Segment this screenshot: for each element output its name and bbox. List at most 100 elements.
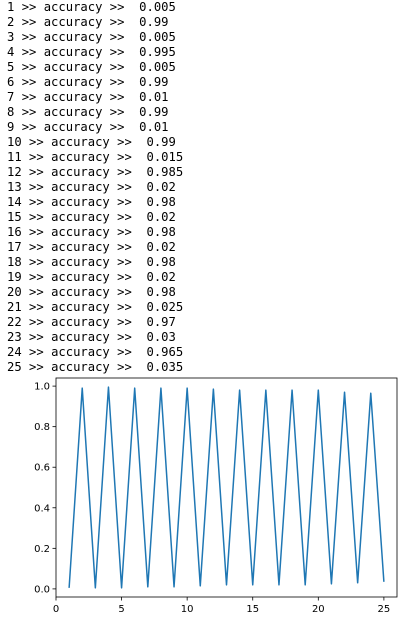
separator: >> xyxy=(110,90,125,104)
epoch-number: 8 xyxy=(7,105,14,119)
output-line: 19 >> accuracy >> 0.02 xyxy=(7,270,183,285)
output-line: 21 >> accuracy >> 0.025 xyxy=(7,300,183,315)
separator: >> xyxy=(22,75,37,89)
accuracy-value: 0.02 xyxy=(146,240,175,254)
output-line: 14 >> accuracy >> 0.98 xyxy=(7,195,183,210)
output-line: 6 >> accuracy >> 0.99 xyxy=(7,75,183,90)
separator: >> xyxy=(110,15,125,29)
separator: >> xyxy=(117,165,132,179)
separator: >> xyxy=(117,255,132,269)
output-line: 3 >> accuracy >> 0.005 xyxy=(7,30,183,45)
accuracy-value: 0.98 xyxy=(146,225,175,239)
accuracy-value: 0.005 xyxy=(139,60,176,74)
accuracy-value: 0.99 xyxy=(139,15,168,29)
epoch-number: 16 xyxy=(7,225,22,239)
epoch-number: 1 xyxy=(7,0,14,14)
accuracy-value: 0.025 xyxy=(146,300,183,314)
metric-label: accuracy xyxy=(51,180,110,194)
separator: >> xyxy=(22,60,37,74)
output-line: 10 >> accuracy >> 0.99 xyxy=(7,135,183,150)
accuracy-value: 0.98 xyxy=(146,255,175,269)
output-line: 23 >> accuracy >> 0.03 xyxy=(7,330,183,345)
epoch-number: 12 xyxy=(7,165,22,179)
separator: >> xyxy=(29,225,44,239)
separator: >> xyxy=(110,60,125,74)
output-line: 7 >> accuracy >> 0.01 xyxy=(7,90,183,105)
output-line: 11 >> accuracy >> 0.015 xyxy=(7,150,183,165)
epoch-number: 4 xyxy=(7,45,14,59)
separator: >> xyxy=(117,210,132,224)
separator: >> xyxy=(110,30,125,44)
metric-label: accuracy xyxy=(51,150,110,164)
accuracy-value: 0.02 xyxy=(146,270,175,284)
separator: >> xyxy=(29,285,44,299)
metric-label: accuracy xyxy=(51,210,110,224)
epoch-number: 23 xyxy=(7,330,22,344)
output-line: 12 >> accuracy >> 0.985 xyxy=(7,165,183,180)
epoch-number: 21 xyxy=(7,300,22,314)
metric-label: accuracy xyxy=(51,330,110,344)
separator: >> xyxy=(22,30,37,44)
console-output: 1 >> accuracy >> 0.005 2 >> accuracy >> 0… xyxy=(7,0,183,375)
separator: >> xyxy=(117,195,132,209)
accuracy-value: 0.015 xyxy=(146,150,183,164)
separator: >> xyxy=(117,180,132,194)
epoch-number: 10 xyxy=(7,135,22,149)
separator: >> xyxy=(29,240,44,254)
metric-label: accuracy xyxy=(51,240,110,254)
accuracy-value: 0.99 xyxy=(139,105,168,119)
output-line: 13 >> accuracy >> 0.02 xyxy=(7,180,183,195)
separator: >> xyxy=(29,195,44,209)
x-tick-label: 5 xyxy=(118,604,124,615)
separator: >> xyxy=(29,180,44,194)
accuracy-value: 0.99 xyxy=(139,75,168,89)
metric-label: accuracy xyxy=(51,195,110,209)
output-line: 24 >> accuracy >> 0.965 xyxy=(7,345,183,360)
epoch-number: 17 xyxy=(7,240,22,254)
metric-label: accuracy xyxy=(44,0,103,14)
separator: >> xyxy=(110,0,125,14)
accuracy-series-line xyxy=(69,387,384,588)
separator: >> xyxy=(22,90,37,104)
separator: >> xyxy=(117,285,132,299)
separator: >> xyxy=(117,330,132,344)
separator: >> xyxy=(29,210,44,224)
accuracy-value: 0.985 xyxy=(146,165,183,179)
metric-label: accuracy xyxy=(51,300,110,314)
epoch-number: 19 xyxy=(7,270,22,284)
metric-label: accuracy xyxy=(44,15,103,29)
epoch-number: 15 xyxy=(7,210,22,224)
epoch-number: 6 xyxy=(7,75,14,89)
separator: >> xyxy=(29,315,44,329)
output-line: 9 >> accuracy >> 0.01 xyxy=(7,120,183,135)
separator: >> xyxy=(110,45,125,59)
output-line: 2 >> accuracy >> 0.99 xyxy=(7,15,183,30)
separator: >> xyxy=(29,330,44,344)
y-tick-label: 0.4 xyxy=(34,503,50,514)
accuracy-value: 0.995 xyxy=(139,45,176,59)
metric-label: accuracy xyxy=(51,315,110,329)
output-line: 16 >> accuracy >> 0.98 xyxy=(7,225,183,240)
separator: >> xyxy=(117,345,132,359)
separator: >> xyxy=(22,120,37,134)
separator: >> xyxy=(117,315,132,329)
separator: >> xyxy=(117,135,132,149)
accuracy-value: 0.98 xyxy=(146,285,175,299)
x-tick-label: 15 xyxy=(246,604,259,615)
accuracy-value: 0.965 xyxy=(146,345,183,359)
output-line: 8 >> accuracy >> 0.99 xyxy=(7,105,183,120)
metric-label: accuracy xyxy=(51,135,110,149)
y-tick-label: 0.2 xyxy=(34,544,50,555)
output-line: 18 >> accuracy >> 0.98 xyxy=(7,255,183,270)
x-tick-label: 0 xyxy=(53,604,59,615)
epoch-number: 20 xyxy=(7,285,22,299)
epoch-number: 2 xyxy=(7,15,14,29)
epoch-number: 9 xyxy=(7,120,14,134)
output-line: 17 >> accuracy >> 0.02 xyxy=(7,240,183,255)
separator: >> xyxy=(22,45,37,59)
accuracy-value: 0.99 xyxy=(146,135,175,149)
accuracy-value: 0.01 xyxy=(139,120,168,134)
epoch-number: 18 xyxy=(7,255,22,269)
